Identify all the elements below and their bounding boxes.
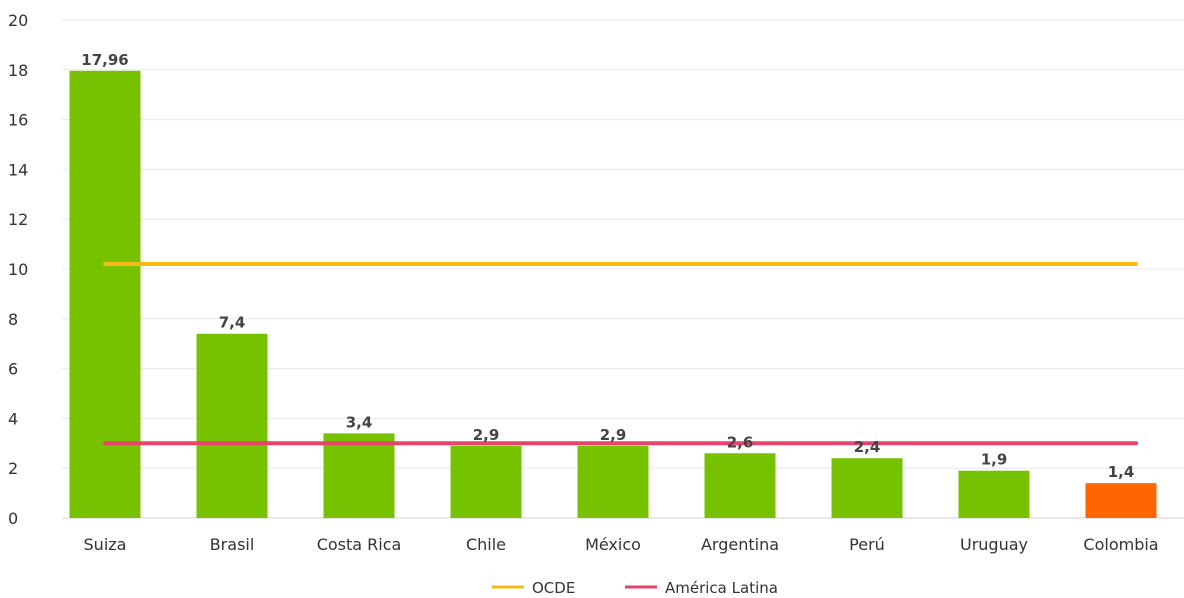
data-label: 7,4 [219,314,246,332]
category-label: Costa Rica [317,535,402,554]
category-label: Uruguay [960,535,1028,554]
bar [831,458,903,518]
data-label: 2,9 [600,426,627,444]
bar [450,445,522,518]
category-label: Chile [466,535,506,554]
bar [958,470,1030,518]
y-tick-label: 12 [8,210,28,229]
legend-label: América Latina [665,579,778,597]
y-tick-label: 20 [8,11,28,30]
y-tick-label: 10 [8,260,28,279]
category-label: Perú [849,535,885,554]
y-tick-label: 6 [8,360,18,379]
data-label: 17,96 [81,51,128,69]
bar [323,433,395,518]
y-tick-label: 0 [8,509,18,528]
data-label: 2,9 [473,426,500,444]
bar [196,333,268,518]
y-tick-label: 14 [8,160,28,179]
category-label: Argentina [701,535,779,554]
bar [577,445,649,518]
legend: OCDE América Latina [492,579,778,597]
y-tick-label: 2 [8,459,18,478]
x-axis-categories: Suiza Brasil Costa Rica Chile México Argentin… [84,535,1159,554]
data-label: 2,4 [854,438,881,456]
y-tick-label: 8 [8,310,18,329]
bar [1085,483,1157,518]
bar [704,453,776,518]
legend-label: OCDE [532,579,575,597]
y-tick-label: 18 [8,61,28,80]
category-label: Colombia [1083,535,1158,554]
data-label: 2,6 [727,433,754,451]
category-label: México [585,535,641,554]
reference-lines [103,262,1138,446]
category-label: Brasil [210,535,255,554]
y-axis-ticks: 0 2 4 6 8 10 12 14 16 18 20 [8,11,28,528]
data-label: 1,4 [1108,463,1135,481]
y-tick-label: 4 [8,409,18,428]
data-labels: 17,96 7,4 3,4 2,9 2,9 2,6 2,4 1,9 1,4 [81,51,1134,481]
category-label: Suiza [84,535,127,554]
bar [69,70,141,519]
data-label: 1,9 [981,451,1008,469]
y-tick-label: 16 [8,111,28,130]
data-label: 3,4 [346,413,373,431]
